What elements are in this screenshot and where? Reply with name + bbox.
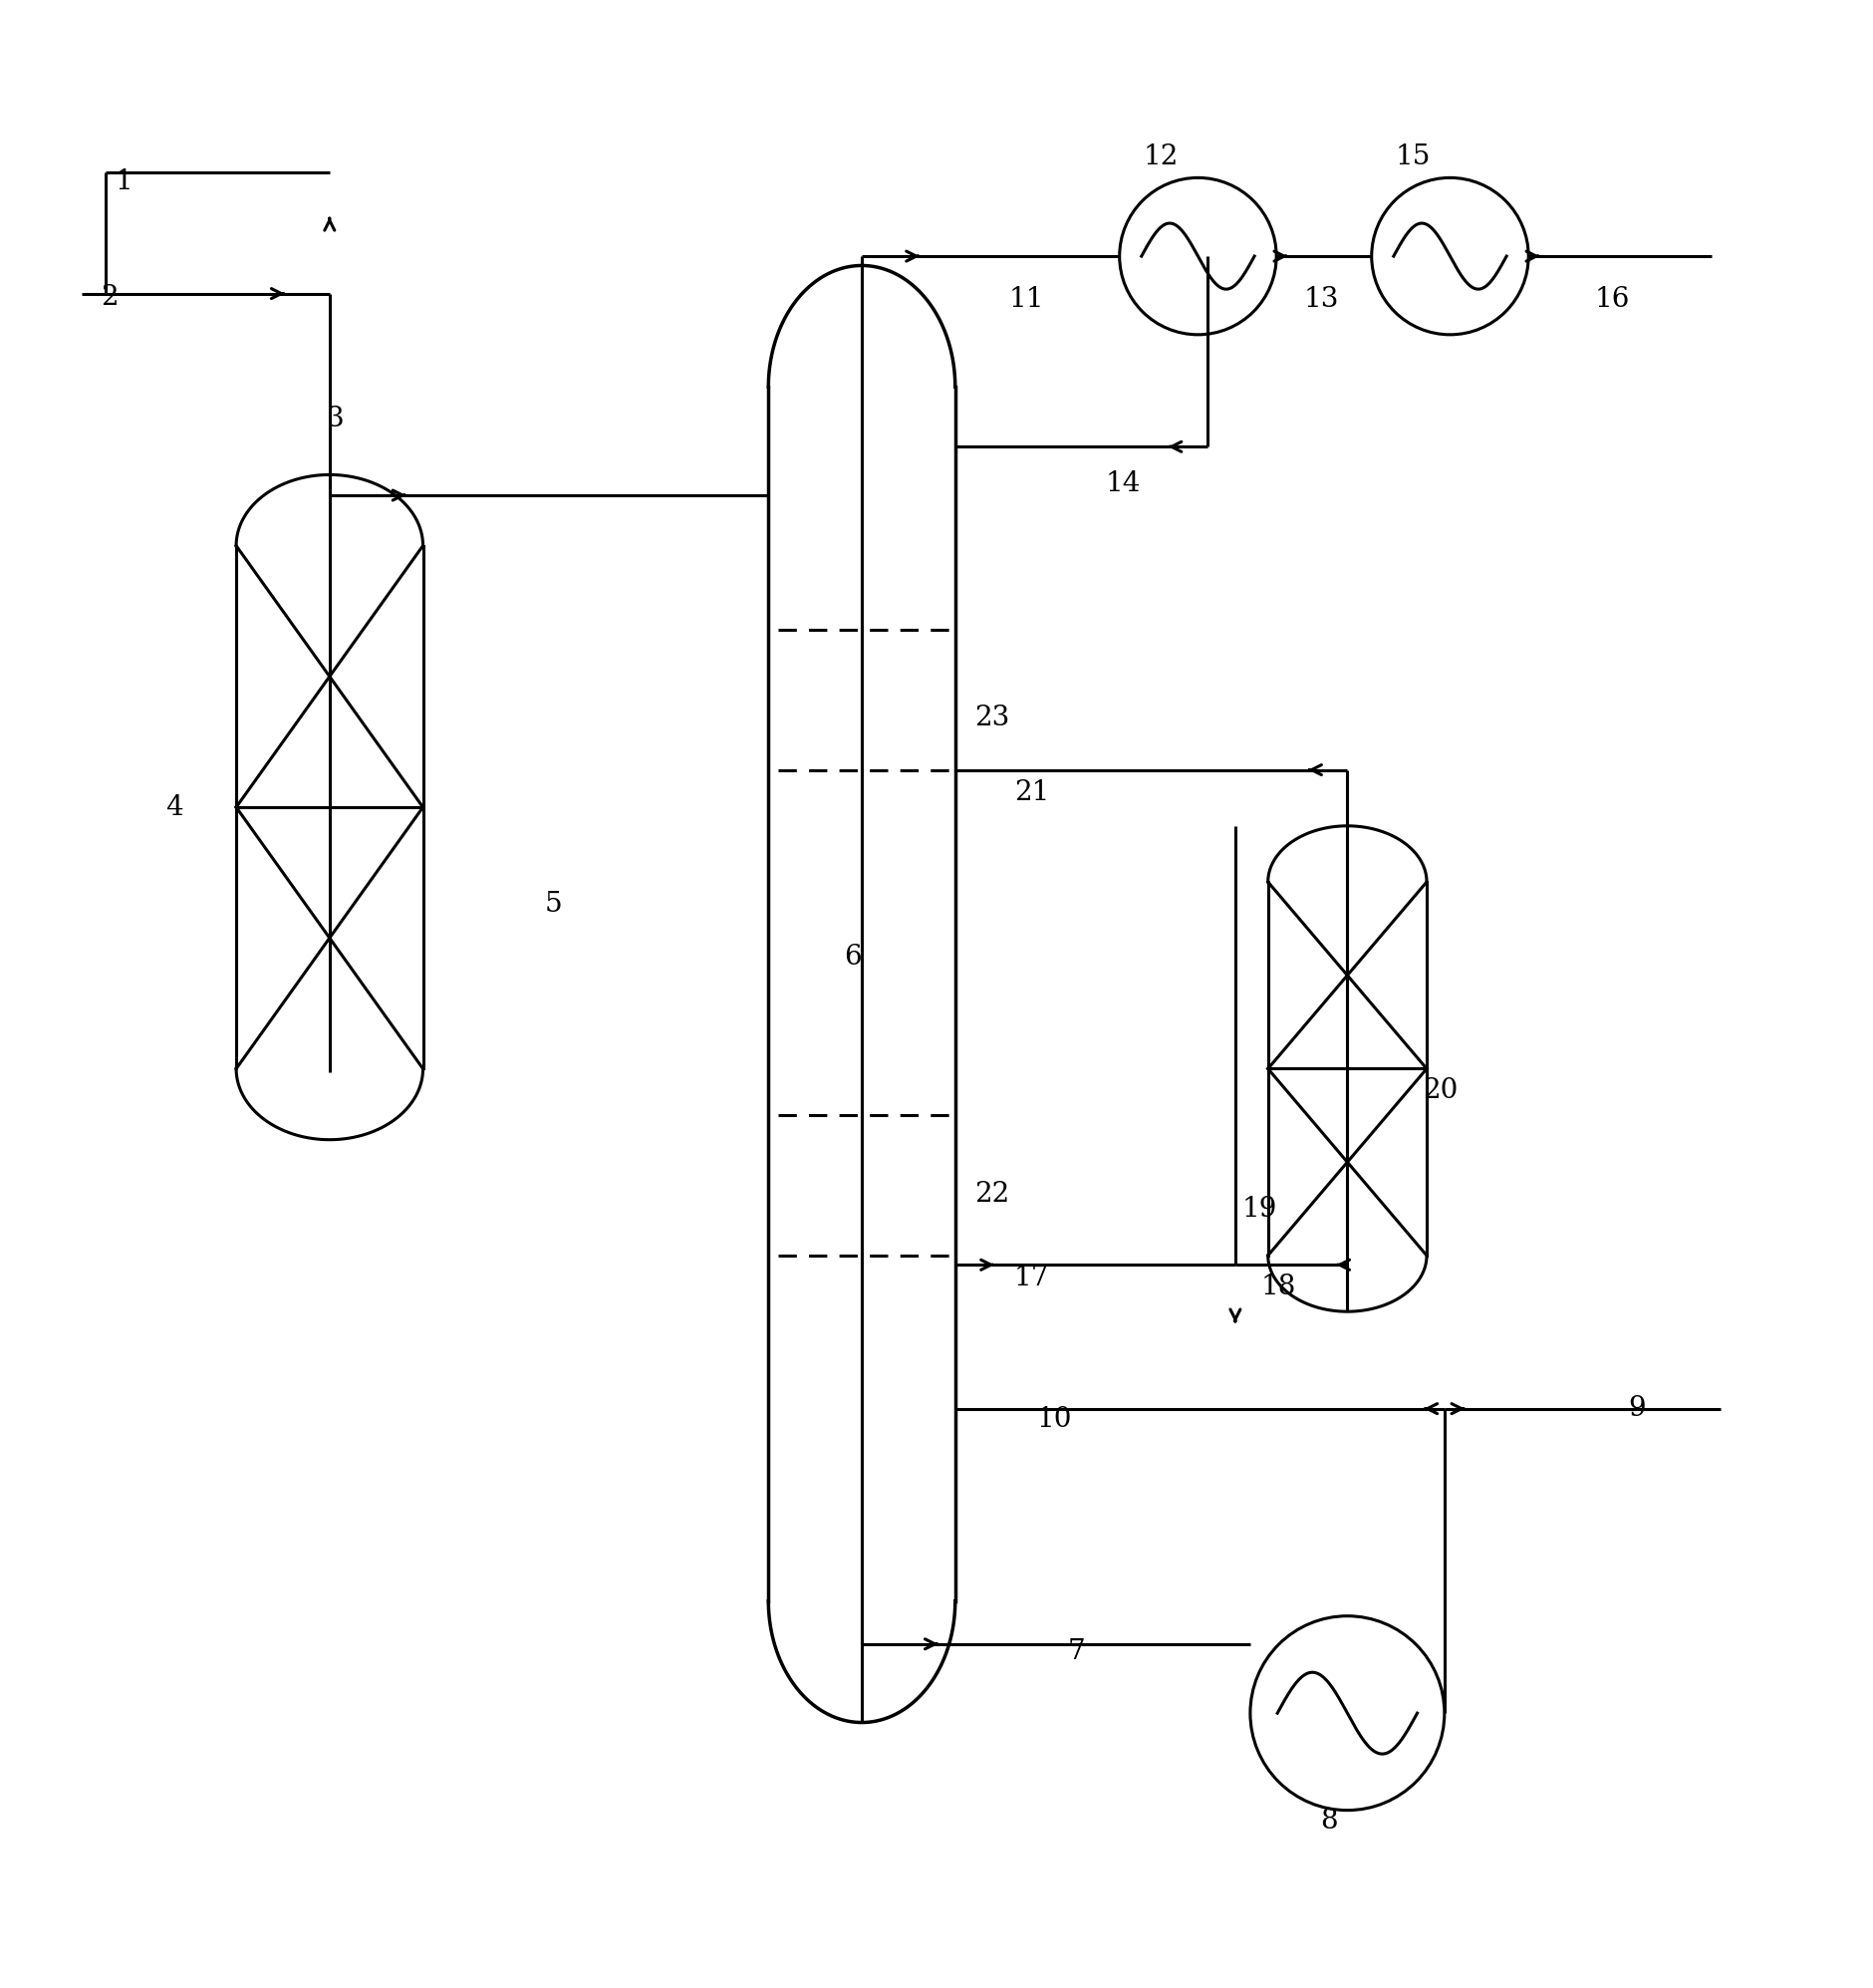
Text: 23: 23: [976, 704, 1010, 732]
Text: 10: 10: [1036, 1406, 1071, 1433]
Text: 11: 11: [1008, 286, 1043, 312]
Text: 8: 8: [1320, 1807, 1337, 1835]
Text: 15: 15: [1395, 143, 1431, 171]
Text: 7: 7: [1068, 1638, 1084, 1664]
Text: 19: 19: [1242, 1195, 1277, 1223]
Text: 18: 18: [1261, 1274, 1296, 1300]
Text: 21: 21: [1013, 779, 1049, 805]
Text: 16: 16: [1596, 286, 1630, 312]
Text: 6: 6: [843, 942, 862, 970]
Text: 9: 9: [1628, 1396, 1646, 1421]
Text: 22: 22: [976, 1181, 1010, 1207]
Text: 13: 13: [1304, 286, 1339, 312]
Text: 14: 14: [1105, 471, 1141, 497]
Text: 12: 12: [1143, 143, 1178, 171]
Text: 3: 3: [326, 406, 345, 431]
Text: 1: 1: [116, 169, 133, 195]
Text: 5: 5: [545, 891, 562, 918]
Text: 20: 20: [1423, 1077, 1459, 1105]
Text: 4: 4: [167, 793, 184, 821]
Text: 17: 17: [1013, 1264, 1049, 1292]
Text: 2: 2: [101, 284, 118, 310]
